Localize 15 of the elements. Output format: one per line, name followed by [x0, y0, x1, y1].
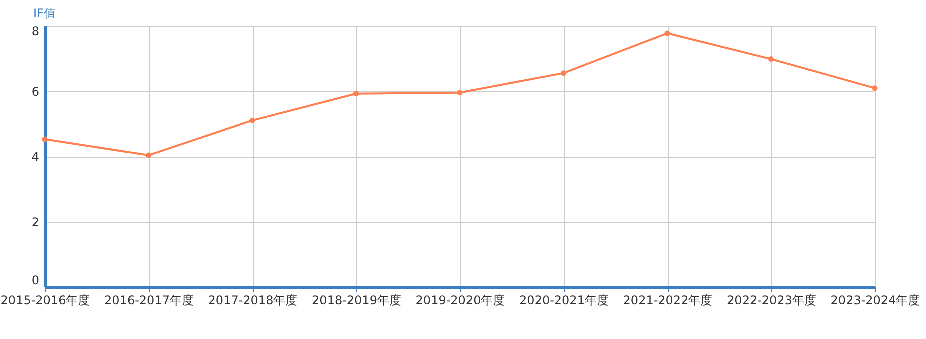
y-tick-label: 4	[32, 150, 40, 164]
y-tick-label: 6	[32, 84, 40, 99]
x-tick-label: 2015-2016年度	[0, 294, 90, 308]
y-tick-label: 2	[32, 215, 40, 230]
y-axis-title: IF值	[34, 6, 56, 20]
x-tick-label: 2018-2019年度	[312, 294, 402, 308]
x-tick-label: 2020-2021年度	[520, 294, 609, 308]
x-tick-label: 2019-2020年度	[416, 294, 506, 308]
y-tick-label: 0	[32, 274, 40, 288]
x-tick-label: 2017-2018年度	[208, 294, 298, 308]
y-tick-label: 8	[32, 24, 40, 38]
x-tick-label: 2016-2017年度	[104, 294, 194, 308]
x-tick-label: 2022-2023年度	[727, 294, 816, 308]
x-tick-label: 2023-2024年度	[830, 294, 920, 308]
x-tick-label: 2021-2022年度	[623, 294, 713, 308]
